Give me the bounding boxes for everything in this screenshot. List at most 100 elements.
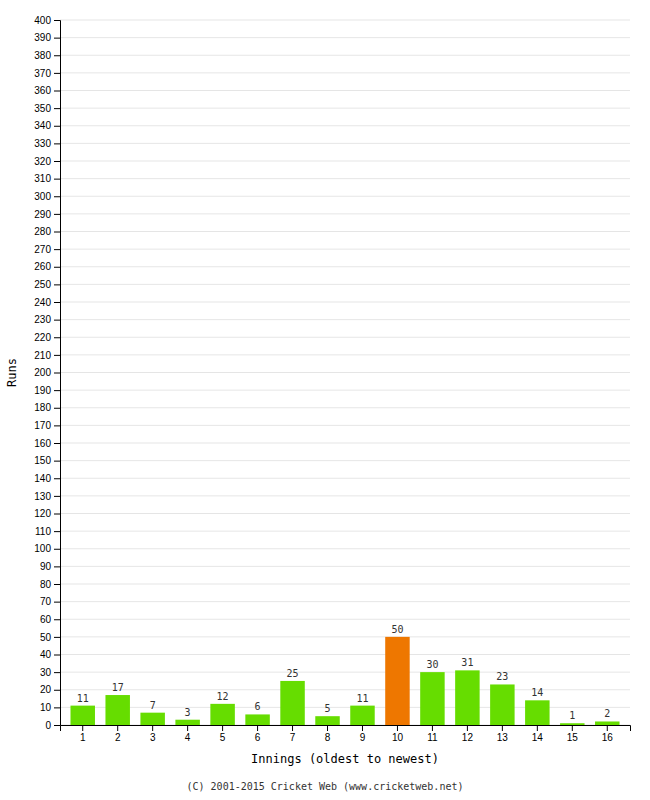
y-tick: 110 xyxy=(35,526,60,537)
bar xyxy=(70,706,94,725)
y-tick: 320 xyxy=(34,156,60,167)
grid-line xyxy=(60,266,630,267)
x-tick: 7 xyxy=(290,725,296,743)
tick-label: 260 xyxy=(34,261,51,272)
data-label: 11 xyxy=(77,693,89,704)
x-tick: 6 xyxy=(255,725,261,743)
tick-mark xyxy=(54,531,60,532)
y-tick: 220 xyxy=(34,332,60,343)
x-tick: 9 xyxy=(360,725,366,743)
tick-label: 360 xyxy=(34,85,51,96)
tick-label: 340 xyxy=(34,120,51,131)
tick-mark xyxy=(54,284,60,285)
data-label: 23 xyxy=(496,671,508,682)
grid-line xyxy=(60,90,630,91)
tick-mark xyxy=(327,725,328,731)
y-tick: 50 xyxy=(40,632,60,643)
tick-label: 14 xyxy=(532,732,544,743)
tick-mark xyxy=(537,725,538,731)
grid-line xyxy=(60,619,630,620)
data-label: 7 xyxy=(150,700,156,711)
x-axis: 12345678910111213141516 xyxy=(61,725,631,743)
grid-line xyxy=(60,231,630,232)
bar xyxy=(595,721,619,725)
y-tick: 270 xyxy=(34,244,60,255)
tick-label: 70 xyxy=(40,596,52,607)
tick-mark xyxy=(572,725,573,731)
tick-label: 0 xyxy=(45,720,51,731)
y-tick: 200 xyxy=(34,367,60,378)
y-tick: 290 xyxy=(34,209,60,220)
data-label: 17 xyxy=(112,682,124,693)
tick-label: 190 xyxy=(34,385,51,396)
tick-label: 230 xyxy=(34,314,51,325)
tick-mark xyxy=(54,549,60,550)
grid-line xyxy=(60,143,630,144)
axis-line xyxy=(61,726,631,732)
y-tick: 150 xyxy=(34,455,60,466)
y-tick: 60 xyxy=(40,614,60,625)
tick-mark xyxy=(397,725,398,731)
tick-label: 210 xyxy=(34,350,51,361)
grid-line xyxy=(60,407,630,408)
x-tick: 14 xyxy=(532,725,544,743)
tick-mark xyxy=(54,179,60,180)
tick-mark xyxy=(54,126,60,127)
tick-label: 330 xyxy=(34,138,51,149)
tick-mark xyxy=(54,390,60,391)
y-tick: 180 xyxy=(34,402,60,413)
grid-line xyxy=(60,495,630,496)
tick-label: 20 xyxy=(40,684,52,695)
y-tick: 360 xyxy=(34,85,60,96)
grid-line xyxy=(60,636,630,637)
tick-label: 400 xyxy=(34,15,51,26)
x-tick: 8 xyxy=(325,725,331,743)
tick-label: 180 xyxy=(34,402,51,413)
tick-mark xyxy=(54,143,60,144)
grid-line xyxy=(60,460,630,461)
axis-line xyxy=(54,21,61,726)
grid-line xyxy=(60,213,630,214)
grid-line xyxy=(60,302,630,303)
tick-mark xyxy=(607,725,608,731)
tick-mark xyxy=(362,725,363,731)
y-axis-title: Runs xyxy=(5,358,19,387)
bar xyxy=(525,700,549,725)
grid-line xyxy=(60,319,630,320)
tick-mark xyxy=(257,725,258,731)
data-label: 12 xyxy=(217,691,229,702)
y-tick: 40 xyxy=(40,649,60,660)
tick-mark xyxy=(467,725,468,731)
tick-label: 130 xyxy=(34,491,51,502)
tick-label: 300 xyxy=(34,191,51,202)
grid-line xyxy=(60,55,630,56)
tick-mark xyxy=(432,725,433,731)
y-axis: 0102030405060708090100110120130140150160… xyxy=(34,15,60,731)
tick-label: 310 xyxy=(34,173,51,184)
y-tick: 240 xyxy=(34,297,60,308)
tick-label: 6 xyxy=(255,732,261,743)
data-label: 14 xyxy=(531,687,543,698)
data-label: 3 xyxy=(185,707,191,718)
tick-label: 120 xyxy=(34,508,51,519)
tick-mark xyxy=(54,20,60,21)
tick-mark xyxy=(54,108,60,109)
tick-label: 10 xyxy=(40,702,52,713)
grid-line xyxy=(60,689,630,690)
data-label: 1 xyxy=(569,710,575,721)
tick-label: 15 xyxy=(567,732,579,743)
grid-line xyxy=(60,108,630,109)
tick-mark xyxy=(54,214,60,215)
grid-line xyxy=(60,443,630,444)
x-tick: 10 xyxy=(392,725,404,743)
tick-label: 50 xyxy=(40,632,52,643)
data-labels: 11177312625511503031231412 xyxy=(77,624,611,721)
x-tick: 5 xyxy=(220,725,226,743)
y-tick: 260 xyxy=(34,261,60,272)
y-tick: 390 xyxy=(34,32,60,43)
bar xyxy=(455,670,479,725)
tick-label: 350 xyxy=(34,103,51,114)
tick-mark xyxy=(54,496,60,497)
y-tick: 330 xyxy=(34,138,60,149)
tick-mark xyxy=(54,637,60,638)
